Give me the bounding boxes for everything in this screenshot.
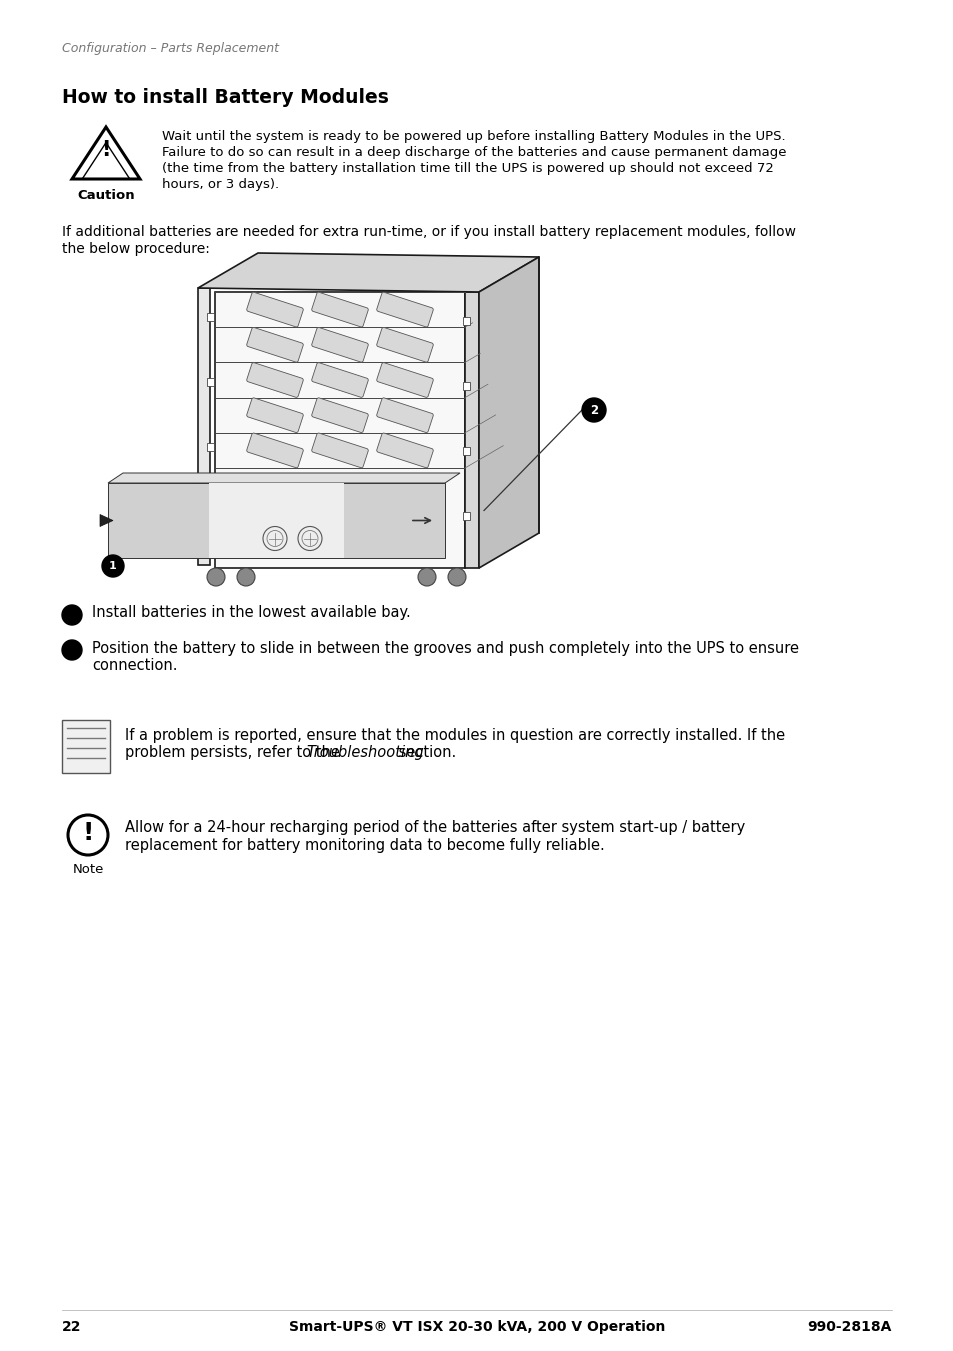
Bar (207, 443, 213, 451)
Text: 22: 22 (62, 1320, 81, 1333)
Bar (108, 484, 444, 558)
Text: !: ! (82, 821, 93, 844)
Bar (207, 313, 213, 322)
Text: the below procedure:: the below procedure: (62, 242, 210, 255)
Text: Caution: Caution (77, 189, 134, 203)
Text: 1: 1 (109, 561, 117, 571)
Text: !: ! (101, 141, 111, 161)
Bar (462, 512, 470, 520)
Text: Wait until the system is ready to be powered up before installing Battery Module: Wait until the system is ready to be pow… (162, 130, 785, 143)
Bar (462, 317, 470, 326)
Circle shape (448, 567, 465, 586)
Text: 2: 2 (589, 404, 598, 416)
Bar (207, 378, 213, 386)
Polygon shape (100, 515, 112, 527)
Text: connection.: connection. (91, 658, 177, 674)
Text: hours, or 3 days).: hours, or 3 days). (162, 178, 279, 190)
FancyBboxPatch shape (247, 397, 303, 432)
FancyBboxPatch shape (247, 362, 303, 397)
Bar (462, 382, 470, 390)
Circle shape (207, 567, 225, 586)
Text: 990-2818A: 990-2818A (807, 1320, 891, 1333)
FancyBboxPatch shape (247, 327, 303, 362)
FancyBboxPatch shape (247, 292, 303, 327)
Bar (62, 720, 110, 773)
Text: (the time from the battery installation time till the UPS is powered up should n: (the time from the battery installation … (162, 162, 773, 176)
Bar (214, 292, 464, 567)
Circle shape (62, 605, 82, 626)
Circle shape (417, 567, 436, 586)
FancyBboxPatch shape (376, 397, 433, 432)
Text: Note: Note (72, 863, 104, 875)
Text: section.: section. (394, 744, 456, 761)
Circle shape (236, 567, 254, 586)
FancyBboxPatch shape (376, 434, 433, 467)
Bar (462, 447, 470, 455)
Text: How to install Battery Modules: How to install Battery Modules (62, 88, 389, 107)
Text: Configuration – Parts Replacement: Configuration – Parts Replacement (62, 42, 278, 55)
Text: Smart-UPS® VT ISX 20-30 kVA, 200 V Operation: Smart-UPS® VT ISX 20-30 kVA, 200 V Opera… (289, 1320, 664, 1333)
FancyBboxPatch shape (312, 327, 368, 362)
Text: Failure to do so can result in a deep discharge of the batteries and cause perma: Failure to do so can result in a deep di… (162, 146, 785, 159)
Text: Troubleshooting: Troubleshooting (306, 744, 423, 761)
FancyBboxPatch shape (312, 434, 368, 467)
Circle shape (102, 555, 124, 577)
FancyBboxPatch shape (312, 397, 368, 432)
FancyBboxPatch shape (312, 292, 368, 327)
Text: 1: 1 (68, 611, 76, 620)
Text: replacement for battery monitoring data to become fully reliable.: replacement for battery monitoring data … (125, 838, 604, 852)
Circle shape (581, 399, 605, 422)
Bar (209, 484, 343, 558)
Text: 2: 2 (68, 644, 76, 655)
Circle shape (62, 640, 82, 661)
Polygon shape (198, 253, 538, 292)
Polygon shape (478, 257, 538, 567)
Text: problem persists, refer to the: problem persists, refer to the (125, 744, 344, 761)
Bar (464, 292, 478, 567)
Text: Install batteries in the lowest available bay.: Install batteries in the lowest availabl… (91, 605, 411, 620)
FancyBboxPatch shape (247, 434, 303, 467)
FancyBboxPatch shape (376, 362, 433, 397)
Bar (207, 508, 213, 516)
Text: Position the battery to slide in between the grooves and push completely into th: Position the battery to slide in between… (91, 640, 799, 655)
Text: If additional batteries are needed for extra run-time, or if you install battery: If additional batteries are needed for e… (62, 226, 795, 239)
Text: If a problem is reported, ensure that the modules in question are correctly inst: If a problem is reported, ensure that th… (125, 728, 784, 743)
Text: Allow for a 24-hour recharging period of the batteries after system start-up / b: Allow for a 24-hour recharging period of… (125, 820, 744, 835)
Polygon shape (108, 473, 459, 484)
FancyBboxPatch shape (312, 362, 368, 397)
FancyBboxPatch shape (376, 292, 433, 327)
FancyBboxPatch shape (376, 327, 433, 362)
Bar (198, 288, 210, 565)
